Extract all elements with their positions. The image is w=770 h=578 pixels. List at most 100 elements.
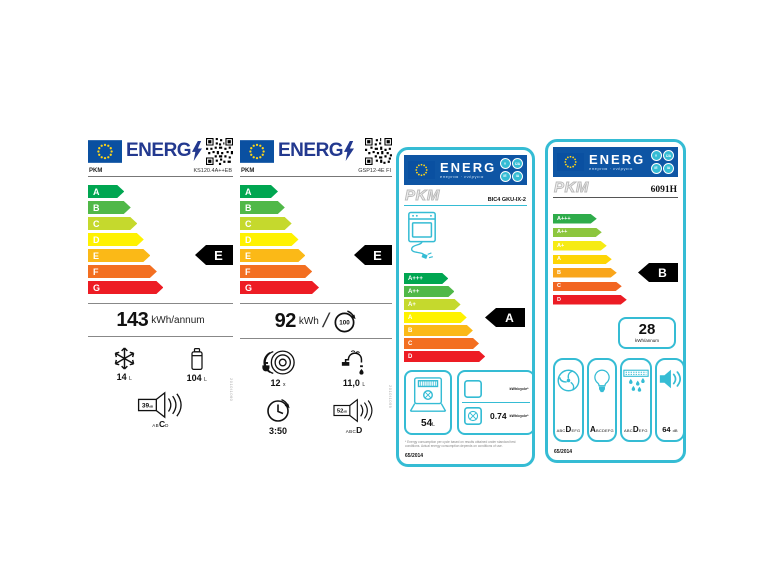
svg-text:39dB: 39dB (141, 402, 153, 409)
scale-letter: E (93, 250, 100, 261)
scale-arrow: A+++ (404, 273, 448, 284)
scale-letter: A+++ (408, 275, 423, 282)
scale-letter: D (245, 234, 252, 245)
scale-arrow: E (240, 249, 305, 262)
badge-ia: IA (663, 162, 674, 174)
brand-model-row: PKM GSP12-4E FI (240, 165, 392, 177)
regulation-code-vertical: 2010/1059 (388, 384, 393, 408)
place-settings: 12 x (240, 349, 316, 388)
badge-y: Y (650, 150, 662, 162)
slash-divider: / (320, 310, 331, 332)
energ-logo: ENERG енергия · ενέργεια (440, 161, 496, 180)
scale-letter: C (93, 218, 100, 229)
brand-name: PKM (241, 168, 255, 174)
duration-value: 3:50 (268, 426, 287, 436)
scale-letter: C (245, 218, 252, 229)
energ-logo-subtitle: енергия · ενέργεια (589, 166, 633, 172)
scale-letter: F (245, 266, 251, 277)
scale-letter: A (557, 256, 561, 263)
badge-ija: IJA (512, 158, 523, 170)
scale-arrow: D (240, 233, 299, 246)
energy-label-hood: ENERG енергия · ενέργεια Y IJA IE IA PKM… (545, 139, 686, 463)
scale-letter: A (408, 314, 413, 321)
energy-value: 28 (638, 320, 656, 338)
scale-letter: G (93, 282, 101, 293)
snowflake-icon (114, 347, 135, 370)
fridge-capacity: 104 L (161, 347, 234, 383)
efficiency-scale: A+++ A++ A+ A B C D A (404, 273, 527, 362)
fresh-volume: 104 L (186, 373, 207, 383)
scale-arrow: E (88, 249, 150, 262)
scale-arrow: A++ (553, 228, 602, 238)
water-tap-icon (341, 350, 364, 375)
scale-arrow: B (553, 268, 617, 278)
scale-letter: B (93, 202, 100, 213)
regulation-number: 65/2014 (405, 452, 424, 459)
lighting-class: ABCDEFG (590, 425, 614, 434)
noise-class: ABCD (345, 425, 363, 435)
energ-logo-text: ENERG (440, 159, 497, 175)
freezer-capacity: 14 L (88, 347, 161, 383)
efficiency-scale: A B C D E F G E (240, 177, 392, 304)
scale-letter: D (557, 296, 561, 303)
rating-arrow: A (485, 308, 525, 327)
scale-letter: B (557, 269, 561, 276)
scale-letter: F (93, 266, 99, 277)
brand-model-row: PKM BIC4 GKU-IX-2 (404, 185, 527, 206)
scale-arrow: A+ (404, 299, 461, 310)
energ-logo-text: ENERG (126, 140, 192, 161)
scale-letter: A+ (408, 301, 416, 308)
scale-letter: A (93, 186, 100, 197)
model-number: 6091H (650, 185, 677, 195)
language-badges: Y IJA IE IA (499, 158, 523, 182)
footnote-text: * Energy consumption per cycle based on … (405, 440, 516, 449)
speaker-icon: 39dB (137, 391, 182, 419)
badge-ie: IE (499, 170, 511, 182)
scale-arrow: A (553, 255, 612, 265)
model-number: KS120.4A++EB (193, 168, 232, 174)
consumption-row-2: 3:50 52dB ABCD (240, 398, 392, 436)
energy-unit: kWh/annum (151, 315, 205, 326)
language-badges: Y IJA IE IA (650, 150, 674, 174)
fan-energy-unit: kWh/cycle* (509, 414, 529, 418)
scale-arrow: D (88, 233, 144, 246)
scale-arrow: C (240, 217, 292, 230)
scale-letter: B (408, 327, 413, 334)
label-header: ENERG енергия · ενέργεια Y IJA IE IA (404, 155, 527, 185)
scale-arrow: A (240, 185, 278, 198)
scale-letter: A (245, 186, 252, 197)
filter-class: ABCDEFG (624, 425, 648, 434)
grease-filter-icon (623, 369, 649, 392)
label-header: ENERG (88, 137, 233, 165)
scale-letter: A++ (408, 288, 420, 295)
fan-forced-row: 0.74 kWh/cycle* (462, 402, 530, 429)
freezer-volume: 14 L (116, 372, 132, 382)
brand-name: PKM (89, 168, 103, 174)
scale-letter: D (408, 353, 413, 360)
rating-arrow: E (354, 245, 392, 265)
place-settings-value: 12 x (270, 378, 286, 388)
scale-letter: D (93, 234, 100, 245)
scale-arrow: B (88, 201, 131, 214)
scale-arrow: G (240, 281, 319, 294)
regulation-code-vertical: 2010/1060 (229, 377, 234, 401)
details-row: 54L kWh/cycle* 0.74 kWh/cycle* (404, 370, 535, 435)
scale-arrow: C (553, 282, 622, 292)
fan-efficiency-box: ABCDEFG (553, 358, 584, 442)
fridge-compartment-icon (191, 347, 203, 371)
lightning-bolt-icon (192, 141, 203, 161)
conventional-heating-icon (464, 380, 482, 398)
noise-block: 52dB ABCD (316, 398, 392, 436)
svg-text:100: 100 (340, 320, 351, 327)
eu-flag-icon (557, 153, 584, 171)
volume-value: 54L (421, 418, 435, 429)
scale-letter: C (408, 340, 413, 347)
noise-block: 39dB ABCD (88, 391, 233, 429)
electric-oven-icon (408, 211, 436, 260)
scale-letter: G (245, 282, 253, 293)
energy-unit: kWh (298, 316, 319, 327)
grease-filter-box: ABCDEFG (619, 358, 652, 442)
energy-value: 143 (116, 309, 149, 331)
cavity-volume-box: 54L (404, 370, 452, 435)
